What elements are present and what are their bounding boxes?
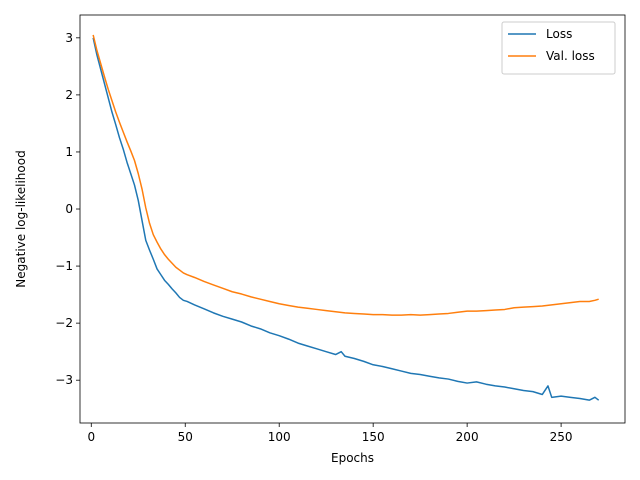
x-tick-label: 0 [87,430,95,444]
series-layer [92,34,600,401]
y-tick-label: −1 [55,259,73,273]
legend: Loss Val. loss [501,21,616,75]
axes-frame [79,14,626,424]
x-tick-label: 150 [362,430,385,444]
y-tick-label: 2 [65,88,73,102]
y-tick-label: −2 [55,316,73,330]
y-tick-label: 0 [65,202,73,216]
y-tick-label: −3 [55,373,73,387]
x-tick-label: 250 [550,430,573,444]
series-line-val-loss [92,34,599,316]
x-axis-ticks: 0 50 100 150 200 250 [87,423,573,444]
legend-box [501,21,616,75]
series-line-loss [92,37,600,401]
y-axis-label: Negative log-likelihood [14,150,28,287]
legend-label: Loss [546,27,572,41]
y-tick-label: 3 [65,31,73,45]
x-axis-label: Epochs [331,451,374,465]
x-tick-label: 100 [268,430,291,444]
x-tick-label: 50 [178,430,193,444]
x-tick-label: 200 [456,430,479,444]
y-tick-label: 1 [65,145,73,159]
y-axis-ticks: 3 2 1 0 −1 −2 −3 [55,31,80,387]
legend-label: Val. loss [546,49,595,63]
